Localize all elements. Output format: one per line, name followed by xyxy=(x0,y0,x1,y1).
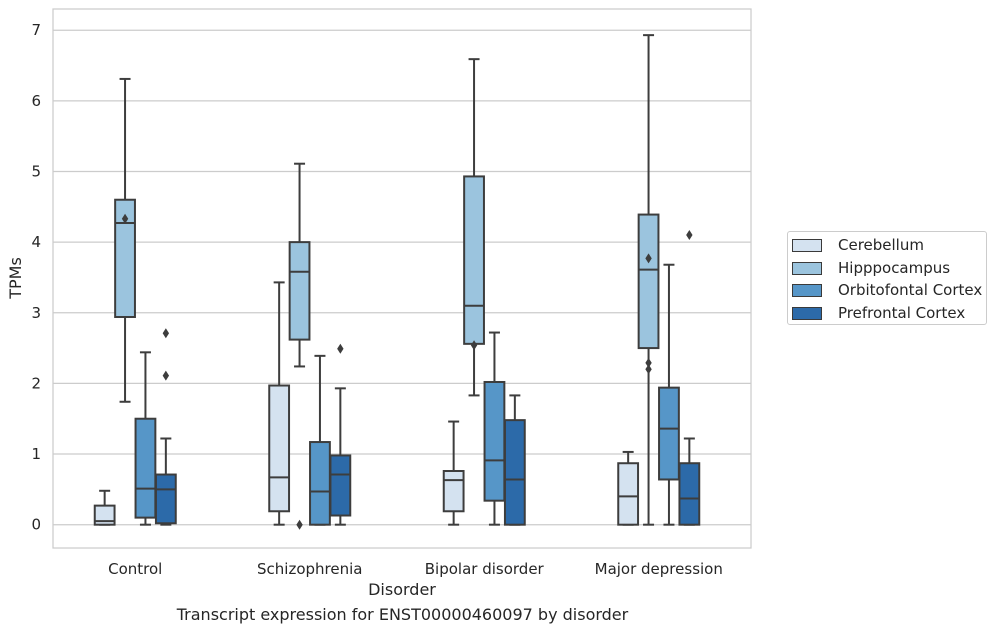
box-hipppocampus-schizophrenia xyxy=(288,162,311,530)
box-orbitofontal-cortex-schizophrenia xyxy=(309,354,331,526)
y-tick-labels: 0 1 2 3 4 5 6 7 xyxy=(31,21,41,533)
legend-item-orbitofrontal: Orbitofontal Cortex xyxy=(792,280,982,300)
box-prefrontal-cortex-control xyxy=(154,328,177,526)
legend-label-orbitofrontal: Orbitofontal Cortex xyxy=(838,281,983,299)
outlier-point xyxy=(645,253,652,264)
y-axis-label: TPMs xyxy=(6,257,25,300)
legend-swatch-orbitofrontal xyxy=(792,283,822,297)
outlier-point xyxy=(645,364,652,375)
box-hipppocampus-control xyxy=(114,77,136,403)
y-tick-label: 0 xyxy=(31,516,41,534)
legend-label-prefrontal: Prefrontal Cortex xyxy=(838,304,966,322)
y-tick-label: 7 xyxy=(31,21,41,39)
legend: Cerebellum Hipppocampus Orbitofontal Cor… xyxy=(787,231,987,325)
outlier-point xyxy=(645,357,652,368)
box-prefrontal-cortex-bipolar-disorder xyxy=(503,394,526,526)
box-body xyxy=(154,473,177,525)
box-body xyxy=(463,175,485,345)
box-body xyxy=(309,441,331,526)
legend-item-cerebellum: Cerebellum xyxy=(792,235,924,255)
box-body xyxy=(329,454,352,517)
y-tick-label: 3 xyxy=(31,304,41,322)
box-plots xyxy=(93,34,701,530)
plot-background xyxy=(53,9,751,548)
legend-label-hippocampus: Hipppocampus xyxy=(838,259,951,277)
legend-item-prefrontal: Prefrontal Cortex xyxy=(792,303,965,323)
y-tick-label: 5 xyxy=(31,162,41,180)
legend-swatch-cerebellum xyxy=(792,238,822,252)
box-body xyxy=(114,198,136,318)
outlier-point xyxy=(337,343,344,354)
outlier-point xyxy=(162,328,170,339)
box-cerebellum-control xyxy=(93,489,116,526)
box-cerebellum-schizophrenia xyxy=(268,281,291,526)
y-tick-label: 2 xyxy=(31,374,41,392)
x-tick-label: Schizophrenia xyxy=(257,560,362,578)
y-tick-label: 6 xyxy=(31,92,41,110)
box-body xyxy=(503,419,526,526)
box-prefrontal-cortex-schizophrenia xyxy=(329,343,352,526)
box-body xyxy=(678,462,701,526)
outlier-point xyxy=(686,230,693,241)
plot-frame xyxy=(52,8,752,549)
outlier-point xyxy=(296,519,303,530)
box-orbitofontal-cortex-control xyxy=(134,351,157,526)
x-axis-label: Disorder xyxy=(368,580,436,599)
y-tick-label: 4 xyxy=(31,233,41,251)
box-body xyxy=(288,241,311,341)
box-cerebellum-bipolar-disorder xyxy=(442,420,465,526)
x-tick-label: Control xyxy=(108,560,162,578)
box-body xyxy=(658,386,680,481)
x-tick-labels: Control Schizophrenia Bipolar disorder Majo… xyxy=(108,560,723,578)
box-body xyxy=(637,213,660,350)
legend-label-cerebellum: Cerebellum xyxy=(838,236,924,254)
box-hipppocampus-bipolar-disorder xyxy=(463,58,485,397)
box-hipppocampus-major-depression xyxy=(637,34,660,526)
box-orbitofontal-cortex-major-depression xyxy=(658,263,680,526)
box-prefrontal-cortex-major-depression xyxy=(678,230,701,526)
legend-item-hippocampus: Hipppocampus xyxy=(792,258,950,278)
outlier-point xyxy=(121,213,129,224)
outlier-point xyxy=(162,370,170,381)
box-body xyxy=(134,417,157,519)
box-body xyxy=(442,470,465,513)
legend-swatch-prefrontal xyxy=(792,306,822,320)
x-tick-label: Bipolar disorder xyxy=(425,560,545,578)
box-body xyxy=(483,380,506,502)
box-body xyxy=(617,462,640,526)
x-tick-label: Major depression xyxy=(595,560,723,578)
box-body xyxy=(268,384,291,513)
box-cerebellum-major-depression xyxy=(617,450,640,526)
outlier-point xyxy=(470,340,478,351)
legend-swatch-hippocampus xyxy=(792,261,822,275)
box-body xyxy=(93,504,116,526)
y-tick-label: 1 xyxy=(31,445,41,463)
figure-caption: Transcript expression for ENST0000046009… xyxy=(176,605,629,624)
